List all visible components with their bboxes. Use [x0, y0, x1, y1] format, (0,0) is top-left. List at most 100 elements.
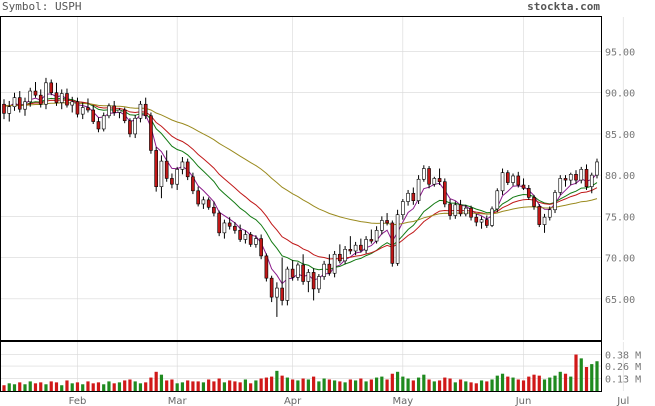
volume-bar: [469, 382, 473, 391]
price-tick-label: 95.00: [605, 47, 635, 58]
candle: [511, 175, 515, 183]
volume-bar: [243, 379, 247, 391]
candle: [385, 220, 389, 224]
volume-bar: [91, 383, 95, 391]
price-tick-label: 70.00: [605, 254, 635, 265]
volume-bar: [553, 375, 557, 391]
volume-bar: [500, 373, 505, 391]
candle: [479, 219, 484, 223]
candle: [96, 121, 101, 130]
candle: [458, 204, 463, 215]
volume-bar: [317, 381, 321, 391]
candle: [359, 244, 363, 251]
candle: [149, 115, 153, 151]
candle: [285, 268, 290, 301]
candle: [464, 207, 468, 215]
candle: [201, 199, 206, 205]
volume-bar: [532, 374, 536, 391]
volume-bar: [70, 383, 74, 391]
candle: [553, 192, 557, 211]
candle: [306, 272, 311, 282]
volume-bar: [28, 381, 32, 391]
volume-bar: [380, 376, 384, 391]
volume-bar: [369, 379, 373, 391]
volume-bar: [359, 378, 363, 391]
volume-bar: [175, 383, 179, 391]
candle: [332, 253, 337, 274]
candle: [406, 192, 410, 202]
volume-bar: [306, 379, 310, 391]
volume-bar: [406, 378, 410, 391]
volume-bar: [238, 382, 242, 391]
candle: [206, 199, 211, 208]
volume-bar: [548, 377, 552, 391]
volume-bar: [432, 381, 436, 391]
candle: [353, 244, 358, 252]
candle: [505, 172, 510, 183]
candle: [390, 222, 395, 264]
volume-bar: [144, 382, 148, 391]
volume-bar: [149, 377, 153, 391]
volume-bar: [254, 380, 258, 391]
volume-bar: [574, 354, 578, 391]
candle: [264, 255, 269, 279]
volume-bar: [343, 382, 347, 391]
volume-bar: [411, 380, 415, 391]
volume-bar: [270, 376, 274, 391]
candle: [532, 197, 536, 207]
candle: [133, 117, 137, 135]
volume-bar: [128, 379, 132, 391]
volume-bar: [49, 381, 53, 391]
candle: [411, 192, 416, 201]
volume-bar: [165, 380, 169, 391]
volume-bar: [217, 378, 221, 391]
candle: [12, 97, 17, 108]
volume-bar: [33, 383, 38, 391]
volume-bar: [291, 379, 295, 391]
volume-bar: [312, 376, 316, 391]
volume-bar: [558, 371, 562, 391]
site-name[interactable]: stockta.com: [527, 0, 600, 13]
volume-bar: [159, 374, 164, 391]
candle: [49, 82, 54, 94]
candle: [259, 238, 263, 257]
candle: [542, 216, 547, 225]
volume-bar: [23, 384, 27, 391]
volume-bar: [395, 371, 400, 391]
candle: [484, 219, 489, 226]
candle: [23, 101, 27, 110]
volume-bar: [485, 381, 489, 391]
candle: [143, 103, 148, 117]
candle: [469, 207, 473, 218]
candle: [537, 206, 542, 225]
candle: [17, 97, 22, 110]
candle: [595, 161, 599, 176]
volume-bar: [563, 373, 568, 391]
candle: [2, 103, 6, 114]
volume-bar: [249, 383, 253, 391]
volume-bar: [180, 382, 185, 391]
volume-bar: [333, 380, 337, 391]
volume-bar: [479, 380, 484, 391]
candle: [101, 115, 106, 130]
volume-panel: [0, 341, 602, 392]
candle: [164, 160, 169, 179]
volume-bar: [285, 377, 289, 391]
volume-bar: [390, 373, 394, 391]
candle: [290, 268, 295, 278]
candle: [38, 94, 43, 105]
candle: [474, 216, 479, 223]
candle: [185, 161, 190, 178]
volume-bar: [437, 380, 442, 391]
candle: [317, 276, 321, 290]
x-tick-label: Jun: [515, 396, 532, 406]
volume-bar: [374, 377, 379, 391]
volume-bar: [521, 380, 526, 391]
volume-bar: [196, 381, 200, 391]
volume-bar: [154, 371, 158, 391]
candle: [112, 105, 117, 113]
candle: [248, 234, 253, 245]
volume-bar: [191, 381, 195, 391]
candle: [443, 181, 447, 205]
volume-bar: [18, 382, 22, 391]
